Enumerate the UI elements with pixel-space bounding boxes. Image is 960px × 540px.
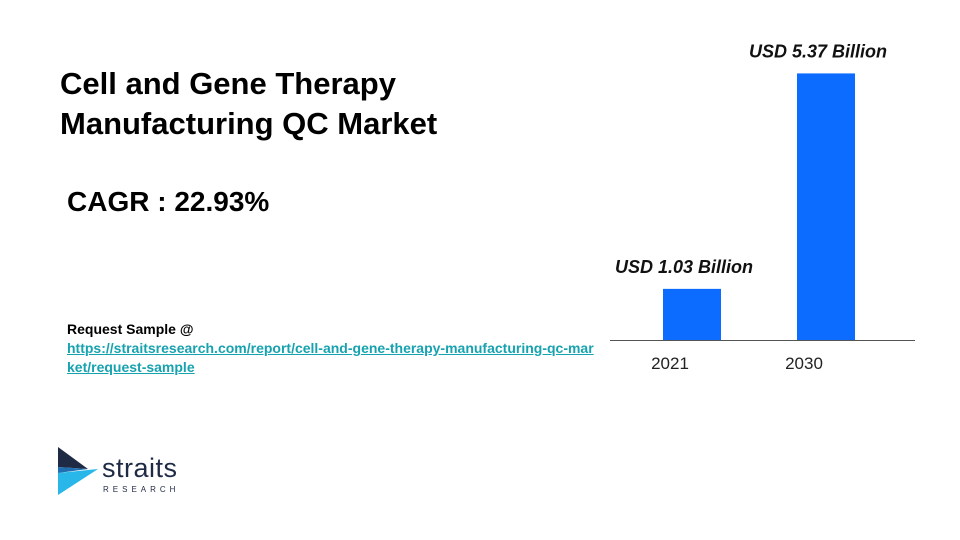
logo-wordmark: straits [102,453,178,483]
straits-research-logo: straits RESEARCH [58,447,198,499]
cagr-label: CAGR : 22.93% [67,186,270,217]
bar-2021 [663,288,721,340]
data-label-2021: USD 1.03 Billion [615,257,753,277]
bar-2030 [797,73,855,341]
straits-research-logo-icon [58,447,98,495]
request-sample-block: Request Sample @ https://straitsresearch… [67,320,597,377]
data-label-2030: USD 5.37 Billion [749,41,887,61]
x-tick-2030: 2030 [785,354,823,373]
bar-chart: USD 1.03 Billion 2021 USD 5.37 Billion 2030 [610,41,915,373]
request-sample-label: Request Sample @ [67,321,194,337]
request-sample-link[interactable]: https://straitsresearch.com/report/cell-… [67,340,594,375]
logo-subtitle: RESEARCH [103,485,180,494]
page-title: Cell and Gene Therapy Manufacturing QC M… [60,66,438,141]
x-tick-2021: 2021 [651,354,689,373]
